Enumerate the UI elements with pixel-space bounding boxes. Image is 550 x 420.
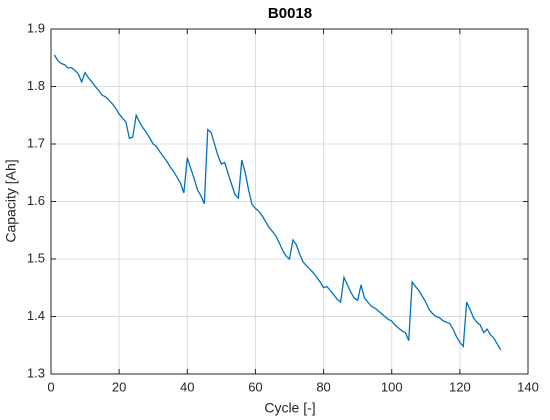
y-tick-label: 1.3 bbox=[27, 365, 45, 380]
y-tick-label: 1.4 bbox=[27, 308, 45, 323]
y-tick-label: 1.7 bbox=[27, 135, 45, 150]
x-tick-label: 60 bbox=[248, 379, 262, 394]
y-tick-label: 1.5 bbox=[27, 250, 45, 265]
x-tick-label: 120 bbox=[449, 379, 471, 394]
x-tick-label: 20 bbox=[112, 379, 126, 394]
x-tick-label: 80 bbox=[316, 379, 330, 394]
plot-frame bbox=[50, 28, 529, 375]
y-tick-label: 1.9 bbox=[27, 20, 45, 35]
x-tick-label: 140 bbox=[517, 379, 539, 394]
x-axis-label: Cycle [-] bbox=[264, 400, 315, 416]
capacity-line bbox=[53, 54, 502, 351]
y-tick-label: 1.8 bbox=[27, 78, 45, 93]
chart-title: B0018 bbox=[268, 5, 312, 22]
x-tick-label: 100 bbox=[381, 379, 403, 394]
x-tick-label: 40 bbox=[180, 379, 194, 394]
x-tick-label: 0 bbox=[47, 379, 54, 394]
y-axis-label: Capacity [Ah] bbox=[3, 159, 19, 242]
y-tick-label: 1.6 bbox=[27, 193, 45, 208]
